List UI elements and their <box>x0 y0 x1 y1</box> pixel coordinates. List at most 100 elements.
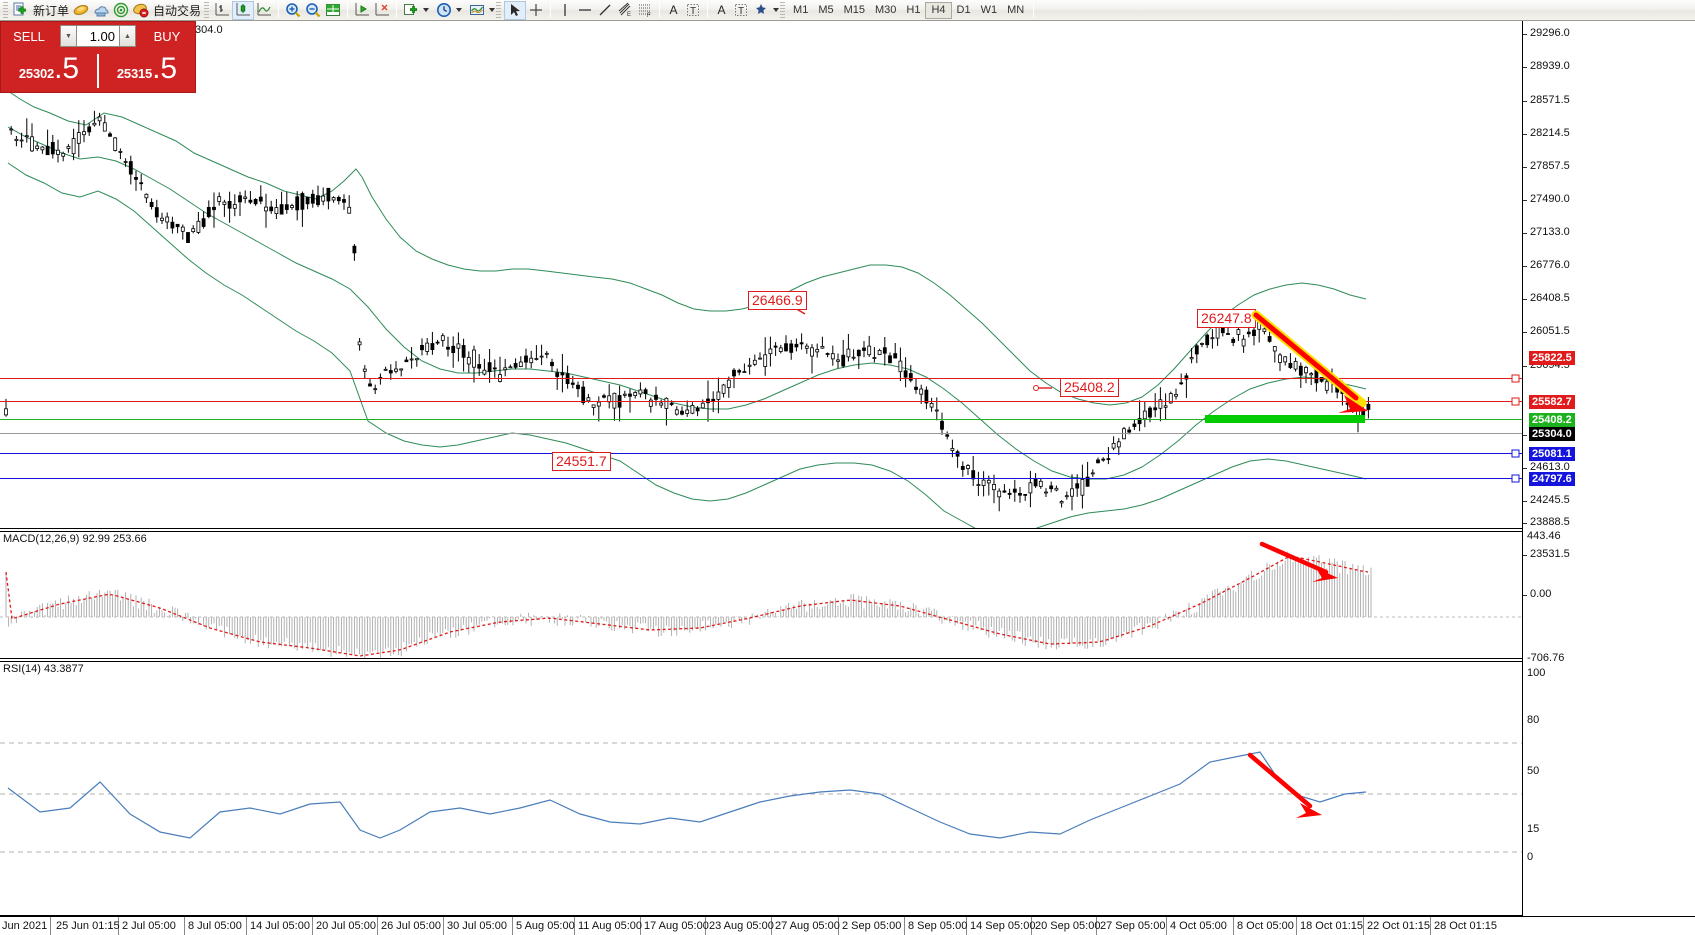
horizontal-line-icon[interactable] <box>575 1 595 20</box>
templates-dropdown-icon[interactable] <box>489 8 496 12</box>
time-label: 20 Jul 05:00 <box>316 920 376 932</box>
rsi-pane[interactable]: RSI(14) 43.3877 <box>0 661 1522 916</box>
volume-input[interactable]: 1.00 <box>77 25 119 47</box>
toolbar-grip-1[interactable] <box>3 2 8 18</box>
text-box-icon[interactable]: T <box>731 1 751 20</box>
auto-trading-label[interactable]: 自动交易 <box>153 3 202 18</box>
cursor-icon[interactable] <box>504 0 527 20</box>
level-line-25822[interactable] <box>0 378 1522 379</box>
annotation-handle-25408 <box>1033 385 1039 391</box>
line-chart-icon[interactable] <box>254 1 274 20</box>
auto-trading-icon[interactable] <box>131 1 151 20</box>
buy-price[interactable]: 25315 .5 <box>99 50 195 92</box>
chart-area[interactable]: HK50-,H4 25378.0 25431.0 25281.0 25304.0 <box>0 21 1695 935</box>
text-icon[interactable]: A <box>669 3 678 17</box>
annotation-25408[interactable]: 25408.2 <box>1060 378 1119 397</box>
time-label: 30 Jul 05:00 <box>447 920 507 932</box>
time-separator <box>574 917 575 935</box>
new-order-icon[interactable] <box>11 1 31 20</box>
volume-decrement-button[interactable]: ▼ <box>60 25 77 47</box>
timeframe-m5[interactable]: M5 <box>818 4 834 16</box>
indicators-dropdown-icon[interactable] <box>423 8 430 12</box>
toolbar-grip-4[interactable] <box>780 2 786 18</box>
sell-price[interactable]: 25302 .5 <box>1 50 97 92</box>
time-label: 20 Sep 05:00 <box>1035 920 1101 932</box>
time-label: 14 Jul 05:00 <box>250 920 310 932</box>
buy-button[interactable]: BUY <box>153 28 181 44</box>
periods-dropdown-icon[interactable] <box>456 8 463 12</box>
price-pane[interactable]: 26466.9 26247.8 25408.2 24551.7 23641.7 <box>0 21 1522 529</box>
downtrend-arrow-price <box>1253 312 1359 401</box>
level-line-24797[interactable] <box>0 478 1522 479</box>
bar-chart-icon[interactable] <box>212 1 232 20</box>
vertical-line-icon[interactable] <box>555 1 575 20</box>
time-separator <box>1430 917 1431 935</box>
rsi-pane-canvas <box>0 662 1522 915</box>
shift-end-icon[interactable] <box>352 1 372 20</box>
new-order-label[interactable]: 新订单 <box>33 3 70 18</box>
level-line-last-price <box>0 433 1522 434</box>
timeframe-h4[interactable]: H4 <box>925 1 952 19</box>
timeframe-m15[interactable]: M15 <box>843 4 865 16</box>
level-line-25582[interactable] <box>0 401 1522 402</box>
one-click-trading-panel[interactable]: SELL ▼ 1.00 ▲ BUY 25302 .5 25315 .5 <box>0 21 196 93</box>
zoom-out-icon[interactable] <box>303 1 323 20</box>
time-axis[interactable]: Jun 2021 25 Jun 01:15 2 Jul 05:00 8 Jul … <box>0 916 1695 935</box>
text-label-icon[interactable]: T <box>683 1 703 20</box>
timeframe-d1[interactable]: D1 <box>956 4 971 16</box>
timeframe-h1[interactable]: H1 <box>906 4 921 16</box>
expert-advisor-icon[interactable] <box>71 1 91 20</box>
toolbar-grip-3[interactable] <box>496 2 502 18</box>
trendline-icon[interactable] <box>595 1 615 20</box>
data-window-icon[interactable] <box>323 1 343 20</box>
sell-button[interactable]: SELL <box>13 28 45 44</box>
buy-price-main: 25315 <box>116 66 153 81</box>
level-tag-25081[interactable]: 25081.1 <box>1529 447 1575 461</box>
support-tag-25408[interactable]: 25408.2 <box>1529 413 1575 427</box>
support-zone-rectangle[interactable] <box>1205 415 1365 423</box>
indicators-icon[interactable] <box>401 1 421 20</box>
level-line-25081[interactable] <box>0 453 1522 454</box>
annotation-24551[interactable]: 24551.7 <box>552 452 611 471</box>
resistance-tag-25822[interactable]: 25822.5 <box>1529 351 1575 365</box>
toolbar-grip-2[interactable] <box>204 2 210 18</box>
auto-scroll-icon[interactable] <box>372 1 392 20</box>
annotation-pointers <box>794 307 1052 391</box>
annotation-26247[interactable]: 26247.8 <box>1197 309 1256 328</box>
time-label: 18 Oct 01:15 <box>1300 920 1363 932</box>
timeframe-m1[interactable]: M1 <box>793 4 809 16</box>
crosshair-icon[interactable] <box>526 1 546 20</box>
resistance-tag-25582[interactable]: 25582.7 <box>1529 395 1575 409</box>
main-toolbar: 新订单 自动交易 <box>0 0 1695 21</box>
toolbar-separator-6 <box>707 2 709 18</box>
toolbar-separator-5 <box>659 2 661 18</box>
shapes-dropdown-icon[interactable] <box>773 8 780 12</box>
price-scale[interactable]: 29296.0 28939.0 28571.5 28214.5 27857.5 … <box>1522 21 1695 916</box>
time-label: 14 Sep 05:00 <box>970 920 1036 932</box>
macd-label: MACD(12,26,9) 92.99 253.66 <box>1 533 149 545</box>
channel-icon[interactable]: E <box>615 1 635 20</box>
market-watch-icon[interactable] <box>91 1 111 20</box>
candlestick-chart-icon[interactable] <box>232 0 255 20</box>
macd-pane[interactable]: MACD(12,26,9) 92.99 253.66 <box>0 531 1522 659</box>
annotation-26466[interactable]: 26466.9 <box>748 291 807 310</box>
time-separator <box>904 917 905 935</box>
templates-icon[interactable] <box>467 1 487 20</box>
volume-increment-button[interactable]: ▲ <box>119 25 136 47</box>
bollinger-lower-band <box>7 162 1367 528</box>
time-separator <box>50 917 51 935</box>
fibonacci-icon[interactable]: F <box>635 1 655 20</box>
shapes-icon[interactable] <box>751 1 771 20</box>
signals-icon[interactable] <box>111 1 131 20</box>
periods-icon[interactable] <box>434 1 454 20</box>
level-tag-24797[interactable]: 24797.6 <box>1529 472 1575 486</box>
volume-control[interactable]: ▼ 1.00 ▲ <box>57 22 139 50</box>
zoom-in-icon[interactable] <box>283 1 303 20</box>
timeframe-w1[interactable]: W1 <box>980 4 998 16</box>
time-separator <box>1363 917 1364 935</box>
text-tool-icon[interactable]: A <box>717 3 726 17</box>
macd-arrow-svg <box>1259 541 1338 582</box>
timeframe-m30[interactable]: M30 <box>875 4 897 16</box>
timeframe-mn[interactable]: MN <box>1007 4 1025 16</box>
